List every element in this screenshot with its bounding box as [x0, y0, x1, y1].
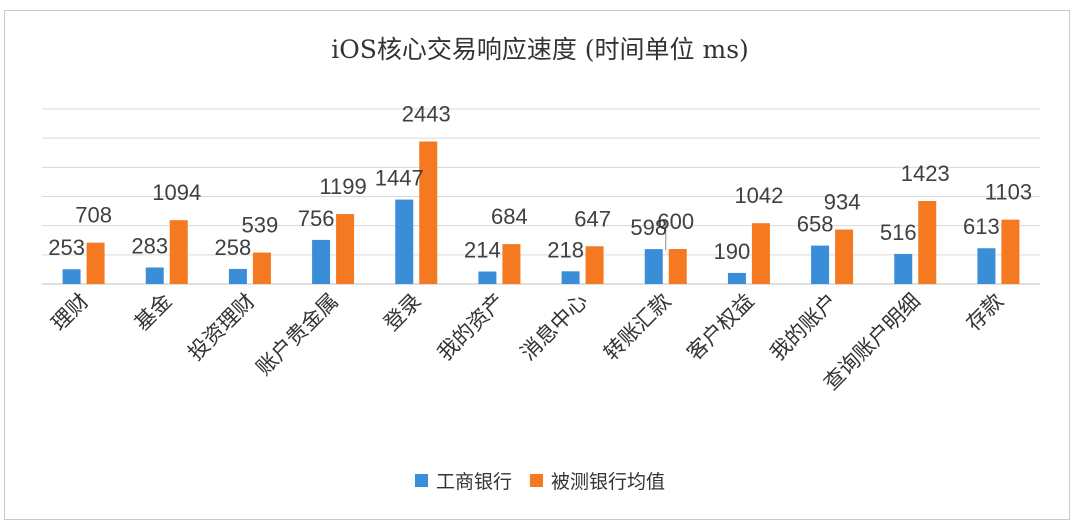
bar-series-2 [419, 141, 438, 284]
bar-series-1 [727, 272, 746, 284]
category-label: 存款 [962, 289, 1009, 336]
data-label: 600 [657, 209, 694, 234]
category-label: 我的资产 [433, 289, 509, 365]
bar-series-2 [918, 200, 937, 284]
data-label: 283 [131, 233, 168, 258]
category-label: 账户贵金属 [252, 289, 343, 380]
data-label: 516 [880, 220, 917, 245]
legend-entry-series-2: 被测银行均值 [530, 467, 665, 494]
legend-label-series-1: 工商银行 [435, 471, 512, 493]
bar-series-2 [585, 246, 604, 284]
category-label: 投资理财 [183, 289, 259, 365]
bar-series-1 [644, 249, 663, 284]
bar-series-1 [62, 269, 81, 284]
data-label: 2443 [402, 101, 451, 126]
data-label: 1423 [901, 161, 950, 186]
bar-series-1 [228, 268, 247, 284]
bar-series-1 [478, 271, 497, 284]
bar-series-2 [668, 249, 687, 284]
category-label: 基金 [130, 289, 177, 336]
bar-series-1 [561, 271, 580, 284]
data-label: 258 [215, 235, 252, 260]
data-label: 1103 [985, 180, 1032, 205]
bar-series-2 [751, 223, 770, 284]
data-label: 613 [963, 214, 1000, 239]
data-label: 1042 [734, 183, 783, 208]
data-label: 708 [75, 203, 112, 228]
data-label: 658 [797, 212, 834, 237]
bar-series-1 [145, 267, 164, 284]
gridlines [42, 108, 1040, 285]
data-label: 647 [574, 206, 611, 231]
data-label: 539 [242, 213, 279, 238]
category-label: 登录 [379, 289, 426, 336]
legend-label-series-2: 被测银行均值 [551, 471, 666, 493]
chart-title: iOS核心交易响应速度 (时间单位 ms) [331, 35, 749, 64]
category-label: 消息中心 [516, 289, 592, 365]
category-label: 理财 [47, 289, 94, 336]
bar-series-2 [86, 242, 105, 284]
legend-swatch-series-2 [530, 474, 543, 487]
bar-series-2 [336, 214, 355, 284]
bar-series-1 [395, 199, 414, 284]
data-label: 190 [714, 239, 751, 264]
data-label: 756 [298, 206, 335, 231]
category-label: 我的账户 [765, 289, 841, 365]
bar-series-1 [894, 253, 913, 284]
legend-entry-series-1: 工商银行 [414, 467, 512, 494]
bar-series-2 [502, 244, 521, 284]
data-label: 218 [547, 237, 584, 262]
data-label: 1199 [319, 174, 366, 199]
bar-series-2 [169, 220, 188, 284]
bars [62, 141, 1020, 284]
legend: 工商银行 被测银行均值 [0, 467, 1080, 494]
bar-series-2 [1001, 219, 1020, 284]
data-label: 598 [630, 215, 667, 240]
data-label: 684 [491, 204, 528, 229]
data-label: 934 [824, 190, 861, 215]
category-label: 客户权益 [682, 289, 758, 365]
data-label: 214 [464, 238, 501, 263]
bar-series-1 [811, 245, 830, 284]
category-label: 转账汇款 [599, 289, 675, 365]
data-label: 253 [48, 235, 85, 260]
legend-swatch-series-1 [414, 474, 428, 487]
data-label: 1094 [152, 180, 201, 205]
data-label: 1447 [375, 166, 424, 191]
bar-series-2 [252, 252, 271, 284]
bar-series-1 [977, 248, 996, 284]
bar-series-1 [312, 239, 331, 284]
bar-series-2 [835, 229, 854, 284]
